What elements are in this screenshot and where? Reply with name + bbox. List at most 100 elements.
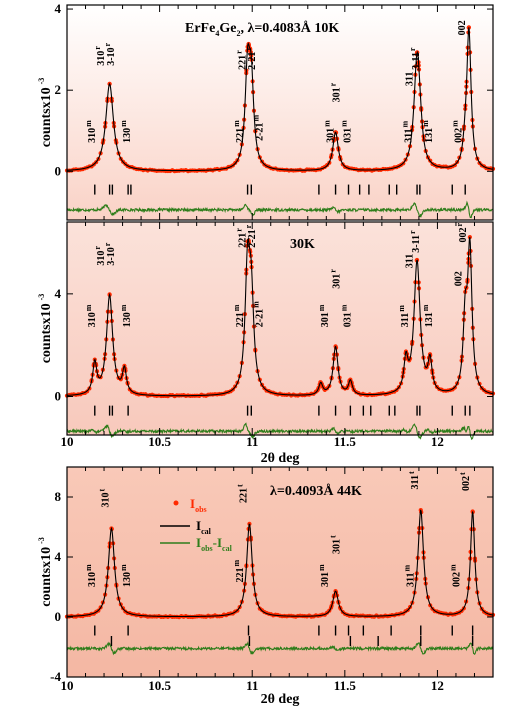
peak-label: 301t xyxy=(328,535,342,554)
panel-background xyxy=(67,467,493,677)
peak-label: 002 xyxy=(454,271,465,286)
peak-label: 310t xyxy=(98,489,112,508)
peak-label-phase: m xyxy=(84,304,93,311)
peak-label-phase: m xyxy=(119,564,128,571)
y-tick-label: 4 xyxy=(55,286,62,301)
y-tick-label: 0 xyxy=(55,389,62,404)
y-tick-label: 8 xyxy=(55,489,62,504)
y-axis-label-exponent: -3 xyxy=(37,294,46,301)
panel-title-part: 2 xyxy=(236,29,240,38)
panel-title-part: λ=0.4093Å 44K xyxy=(270,483,362,499)
peak-label-phase: m xyxy=(232,560,241,567)
panel-title: 30K xyxy=(290,237,315,252)
peak-label: 311 xyxy=(404,72,415,86)
x-tick-label: 10.5 xyxy=(148,678,171,693)
peak-label-phase: m xyxy=(317,564,326,571)
peak-label-phase: r xyxy=(455,223,464,227)
panel-2: 310r 3-10r 221r 2-21r301r3113-11r002002r310… xyxy=(37,221,496,466)
peak-label-phase: r xyxy=(244,224,253,228)
peak-label-phase: m xyxy=(232,304,241,311)
difference-curve xyxy=(66,422,494,441)
difference-curve xyxy=(66,641,494,656)
panel-title: λ=0.4093Å 44K xyxy=(270,483,362,499)
peak-label-phase: t xyxy=(236,484,245,487)
panel-background xyxy=(67,5,493,220)
panel-frame xyxy=(66,4,494,221)
y-tick-label: -4 xyxy=(50,669,61,684)
peak-label-phase: m xyxy=(317,304,326,311)
peak-label: 002 xyxy=(457,20,468,35)
peak-label-phase: m xyxy=(449,564,458,571)
y-tick-label: 0 xyxy=(55,163,62,178)
peak-label: 2-21r xyxy=(244,224,258,247)
panel-title-part: 4 xyxy=(215,29,219,38)
peak-label: 311 xyxy=(404,254,415,268)
peak-label: 3-10r xyxy=(103,242,117,265)
peak-label-phase: m xyxy=(84,564,93,571)
legend-obs-marker xyxy=(173,500,179,506)
peak-label-phase: m xyxy=(397,305,406,312)
y-tick-label: 4 xyxy=(55,549,62,564)
x-tick-label: 10 xyxy=(61,678,74,693)
peak-label-phase: m xyxy=(421,120,430,127)
difference-curve xyxy=(66,200,494,219)
panel-frame xyxy=(66,466,494,678)
calculated-curve xyxy=(66,509,494,618)
peak-label: 3-11r xyxy=(408,47,422,70)
peak-label-phase: m xyxy=(421,304,430,311)
panel-title-part: ErFe xyxy=(185,21,215,36)
panel-frame xyxy=(66,221,494,436)
peak-label-phase: r xyxy=(244,47,253,51)
panel-title-part: Ge xyxy=(219,21,236,36)
peak-label-phase: r xyxy=(93,46,102,50)
peak-label: 2-21r xyxy=(244,47,258,70)
x-tick-label: 11.5 xyxy=(334,434,357,449)
peak-label: 3-10r xyxy=(103,42,117,65)
peak-label-phase: m xyxy=(339,120,348,127)
x-tick-label: 11.5 xyxy=(334,678,357,693)
x-tick-label: 12 xyxy=(431,678,444,693)
y-tick-label: 4 xyxy=(55,1,62,16)
legend-label: Ical xyxy=(196,518,212,536)
peak-label-phase: m xyxy=(84,120,93,127)
panel-title: ErFe4Ge2, λ=0.4083Å 10K xyxy=(185,20,339,38)
peak-label-phase: r xyxy=(103,242,112,246)
y-tick-label: 0 xyxy=(55,609,62,624)
y-tick-label: 2 xyxy=(55,82,62,97)
legend-label: Iobs-Ical xyxy=(196,535,233,553)
peak-label-phase: m xyxy=(339,304,348,311)
x-tick-label: 12 xyxy=(431,434,444,449)
peak-label-phase: r xyxy=(408,230,417,234)
peak-label: 311t xyxy=(407,471,421,489)
peak-label-phase: m xyxy=(402,565,411,572)
peak-label-phase: r xyxy=(235,228,244,232)
peak-label-phase: r xyxy=(408,47,417,51)
panel-title-part: , λ=0.4083Å 10K xyxy=(240,20,339,36)
y-axis-label: countsx10-3 xyxy=(37,78,54,148)
y-axis-label: countsx10-3 xyxy=(37,294,54,364)
peak-label-phase: r xyxy=(93,246,102,250)
y-axis-label: countsx10-3 xyxy=(37,537,54,607)
peak-label-phase: m xyxy=(251,115,260,122)
peak-label-phase: r xyxy=(328,82,337,86)
x-tick-label: 10.5 xyxy=(148,434,171,449)
peak-label-phase: t xyxy=(458,472,467,475)
calculated-curve xyxy=(66,27,494,172)
peak-label-phase: t xyxy=(98,489,107,492)
y-axis-label-exponent: -3 xyxy=(37,537,46,544)
peak-label-phase: t xyxy=(328,535,337,538)
calculated-curve xyxy=(66,236,494,397)
peak-label-phase: m xyxy=(323,120,332,127)
x-tick-label: 11 xyxy=(246,678,258,693)
x-tick-label: 10 xyxy=(61,434,74,449)
peak-label-phase: t xyxy=(407,471,416,474)
peak-label-phase: m xyxy=(451,120,460,127)
y-axis-label-exponent: -3 xyxy=(37,78,46,85)
peak-label-phase: m xyxy=(232,120,241,127)
peak-label-phase: r xyxy=(235,50,244,54)
peak-label-phase: m xyxy=(251,301,260,308)
x-axis-label: 2θ deg xyxy=(261,692,300,707)
x-tick-label: 11 xyxy=(246,434,258,449)
